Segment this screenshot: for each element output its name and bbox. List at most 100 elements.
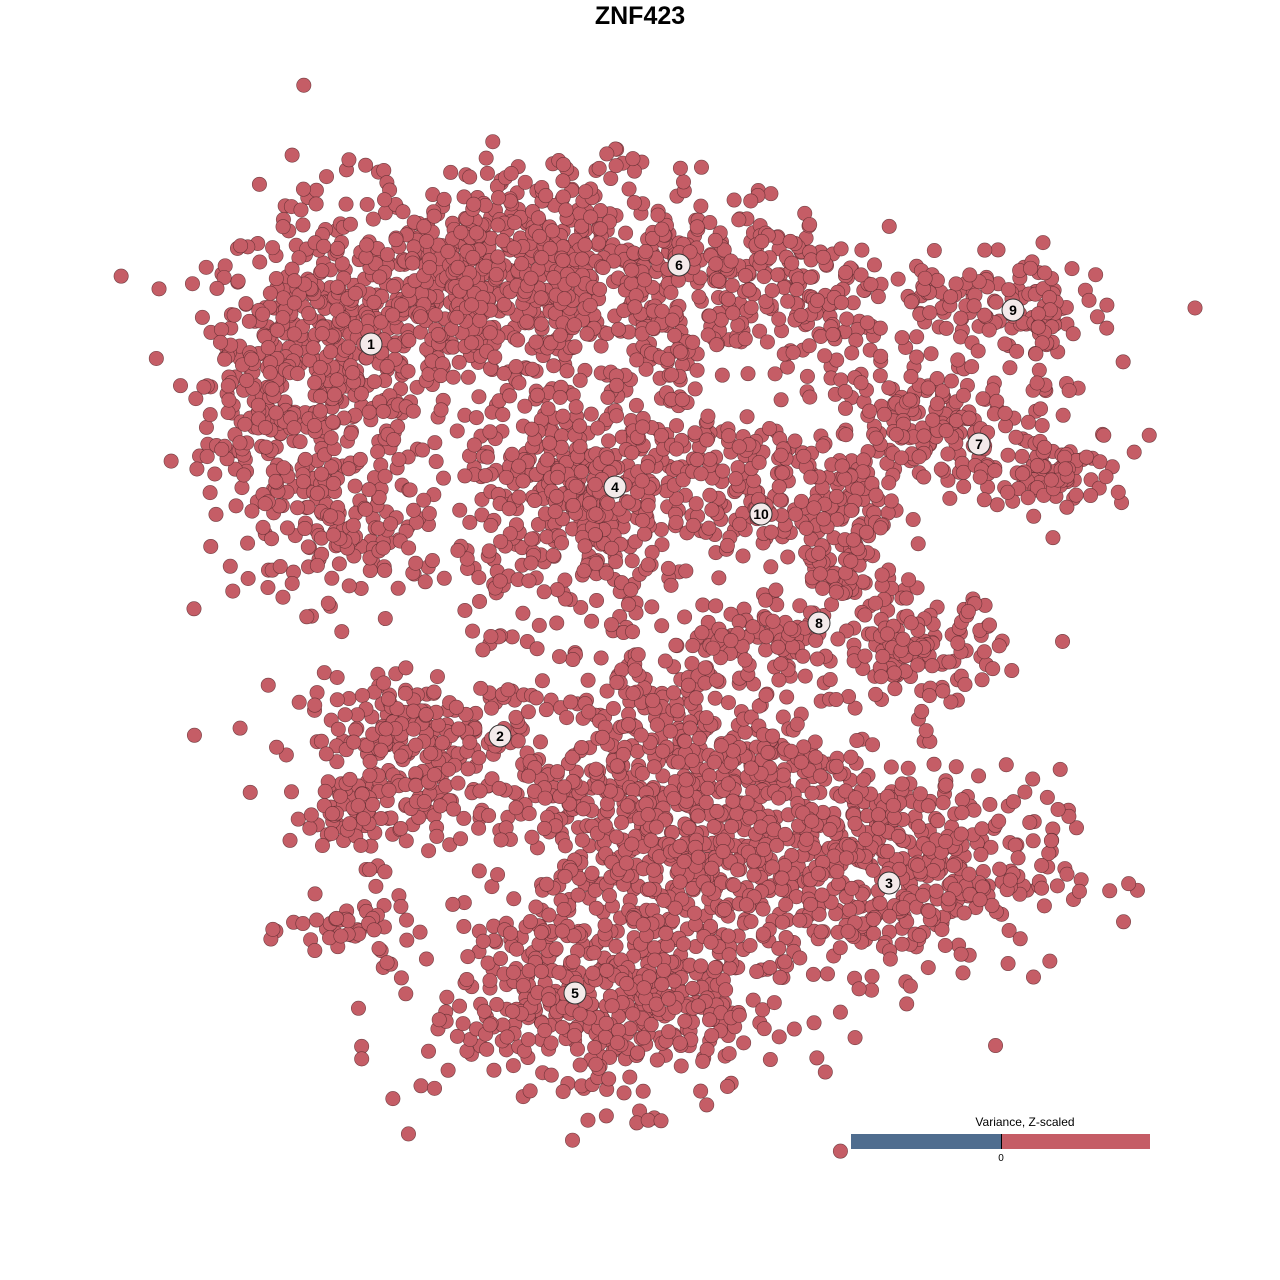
data-point <box>1088 267 1104 283</box>
data-point <box>399 932 415 948</box>
data-point <box>320 595 336 611</box>
data-point <box>702 1012 718 1028</box>
data-point <box>346 734 362 750</box>
data-point <box>624 262 640 278</box>
data-point <box>783 743 799 759</box>
data-point <box>865 737 881 753</box>
data-point <box>792 950 808 966</box>
data-point <box>721 1046 737 1062</box>
data-point <box>255 519 271 535</box>
data-point <box>603 171 619 187</box>
data-point <box>423 745 439 761</box>
data-point <box>371 490 387 506</box>
data-point <box>577 538 593 554</box>
data-point <box>663 285 679 301</box>
data-point <box>695 597 711 613</box>
data-point <box>1083 488 1099 504</box>
data-point <box>704 1027 720 1043</box>
data-point <box>762 960 778 976</box>
data-point <box>625 151 641 167</box>
data-point <box>240 570 256 586</box>
data-point <box>588 761 604 777</box>
data-point <box>649 1052 665 1068</box>
data-point <box>599 962 615 978</box>
data-point <box>500 682 516 698</box>
data-point <box>954 792 970 808</box>
data-point <box>307 886 323 902</box>
data-point <box>668 637 684 653</box>
data-point <box>924 658 940 674</box>
data-point <box>618 225 634 241</box>
data-point <box>917 270 933 286</box>
data-point <box>445 369 461 385</box>
data-point <box>587 477 603 493</box>
data-point <box>297 521 313 537</box>
data-point <box>760 745 776 761</box>
data-point <box>1050 801 1066 817</box>
data-point <box>533 963 549 979</box>
data-point <box>1110 484 1126 500</box>
data-point <box>549 615 565 631</box>
data-point <box>737 268 753 284</box>
data-point <box>269 739 285 755</box>
data-point <box>1020 414 1036 430</box>
data-point <box>338 196 354 212</box>
data-point <box>914 703 930 719</box>
data-point <box>810 866 826 882</box>
data-point <box>538 702 554 718</box>
data-point <box>804 813 820 829</box>
data-point <box>973 847 989 863</box>
data-point <box>342 216 358 232</box>
data-point <box>451 354 467 370</box>
data-point <box>974 879 990 895</box>
data-point <box>545 547 561 563</box>
data-point <box>635 513 651 529</box>
data-point <box>629 352 645 368</box>
data-point <box>1001 282 1017 298</box>
data-point <box>480 449 496 465</box>
data-point <box>601 888 617 904</box>
data-point <box>453 224 469 240</box>
data-point <box>342 771 358 787</box>
data-point <box>546 358 562 374</box>
data-point <box>771 790 787 806</box>
data-point <box>928 883 944 899</box>
data-point <box>379 359 395 375</box>
data-point <box>828 584 844 600</box>
data-point <box>938 423 954 439</box>
data-point <box>756 269 772 285</box>
data-point <box>286 420 302 436</box>
data-point <box>588 900 604 916</box>
data-point <box>988 294 1004 310</box>
data-point <box>434 735 450 751</box>
data-point <box>365 797 381 813</box>
data-point <box>888 427 904 443</box>
data-point <box>479 1041 495 1057</box>
data-point <box>989 497 1005 513</box>
data-point <box>985 661 1001 677</box>
data-point <box>1034 880 1050 896</box>
data-point <box>198 419 214 435</box>
data-point <box>459 971 475 987</box>
data-point <box>202 407 218 423</box>
data-point <box>1092 454 1108 470</box>
data-point <box>724 277 740 293</box>
data-point <box>250 397 266 413</box>
data-point <box>848 790 864 806</box>
data-point <box>361 482 377 498</box>
data-point <box>196 379 212 395</box>
data-point <box>257 496 273 512</box>
data-point <box>573 464 589 480</box>
data-point <box>1065 326 1081 342</box>
data-point <box>521 768 537 784</box>
data-point <box>319 169 335 185</box>
data-point <box>544 223 560 239</box>
data-point <box>358 157 374 173</box>
data-point <box>920 960 936 976</box>
data-point <box>428 307 444 323</box>
data-point <box>265 921 281 937</box>
data-point <box>680 677 696 693</box>
data-point <box>514 256 530 272</box>
data-point <box>648 819 664 835</box>
data-point <box>570 887 586 903</box>
